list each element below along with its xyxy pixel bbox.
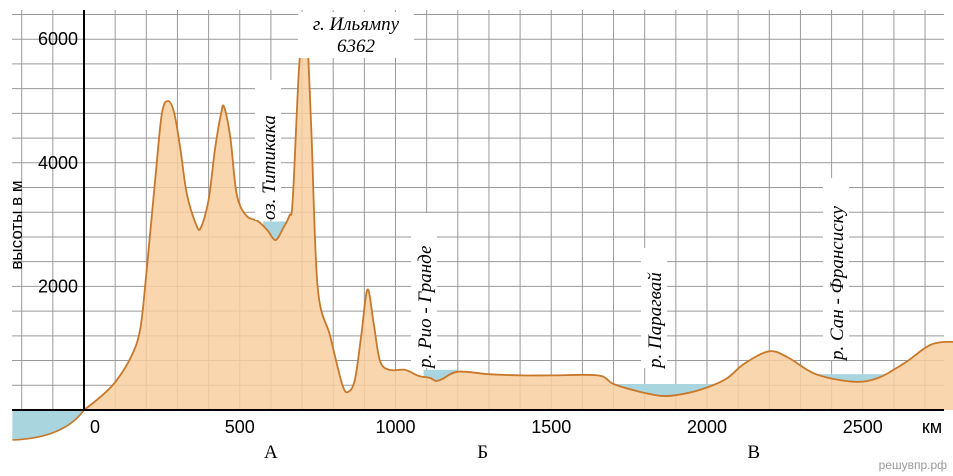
chart-axes: [12, 10, 944, 411]
sao-francisco-label: р. Сан - Франсиску: [827, 205, 848, 362]
rio-grande-label: р. Рио - Гранде: [415, 246, 436, 370]
water-body: [597, 384, 723, 396]
y-tick-label: 2000: [38, 276, 78, 296]
peak-name-label: г. Ильямпу: [313, 14, 400, 35]
section-label: В: [747, 442, 760, 463]
watermark: решувпр.рф: [878, 458, 947, 472]
section-label: Б: [477, 442, 488, 463]
x-tick-label: 2500: [843, 417, 883, 437]
x-tick-label: 2000: [687, 417, 727, 437]
profile-areas: [12, 14, 953, 441]
profile-line: [83, 14, 953, 411]
x-tick-label: 1000: [375, 417, 415, 437]
peak-height-label: 6362: [337, 36, 376, 57]
land-area: [84, 15, 953, 410]
y-tick-label: 4000: [38, 153, 78, 173]
ocean-area: [12, 410, 85, 440]
peak-label-background: [298, 12, 414, 58]
lake-titicaca-label-background: [255, 80, 281, 220]
x-tick-label: 500: [225, 417, 255, 437]
tick-labels: 0 500 1000 1500 2000 2500 км 2000 4000 6000 А Б В: [38, 29, 942, 463]
section-label: А: [264, 442, 278, 463]
ocean-floor-line: [12, 409, 85, 441]
lake-titicaca-label: оз. Титикака: [259, 115, 280, 220]
sao-francisco-label-background: [823, 178, 849, 360]
x-tick-label: 0: [90, 417, 100, 437]
rio-grande-label-background: [411, 213, 437, 368]
y-axis-label-text: высоты в м: [7, 180, 26, 270]
paraguay-river-label: р. Парагвай: [645, 272, 666, 370]
y-axis-label: высоты в м: [2, 160, 32, 290]
x-axis-unit: км: [922, 417, 942, 437]
y-tick-label: 6000: [38, 29, 78, 49]
water-body: [816, 374, 907, 382]
paraguay-river-label-background: [641, 248, 667, 368]
x-tick-label: 1500: [531, 417, 571, 437]
